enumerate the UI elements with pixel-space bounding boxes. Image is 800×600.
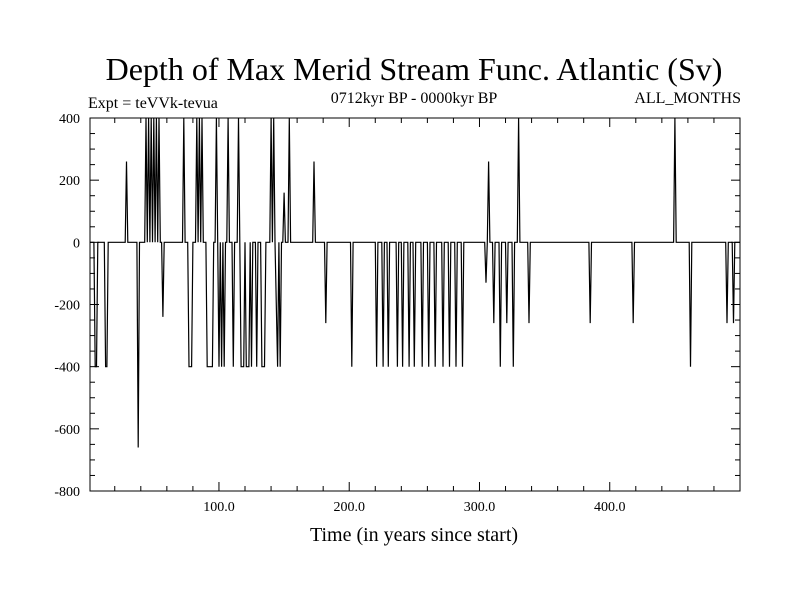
x-axis-title: Time (in years since start) [310, 524, 518, 546]
series-line-0 [90, 117, 740, 448]
x-tick-label: 100.0 [203, 500, 235, 515]
y-tick-label: 200 [59, 174, 80, 189]
x-tick-label: 400.0 [594, 500, 626, 515]
x-tick-label: 200.0 [333, 500, 365, 515]
chart-title: Depth of Max Merid Stream Func. Atlantic… [106, 51, 723, 87]
y-tick-label: -600 [54, 423, 80, 438]
y-tick-label: -200 [54, 299, 80, 314]
y-tick-label: -400 [54, 361, 80, 376]
chart-subtitle-right: ALL_MONTHS [634, 90, 741, 107]
chart-subtitle-center: 0712kyr BP - 0000kyr BP [331, 90, 498, 107]
x-tick-label: 300.0 [464, 500, 496, 515]
y-tick-label: 0 [73, 236, 80, 251]
plot-frame [89, 117, 741, 492]
chart-subtitle-left: Expt = teVVk-tevua [88, 95, 218, 112]
y-tick-label: -800 [54, 485, 80, 500]
y-tick-label: 400 [59, 112, 80, 127]
